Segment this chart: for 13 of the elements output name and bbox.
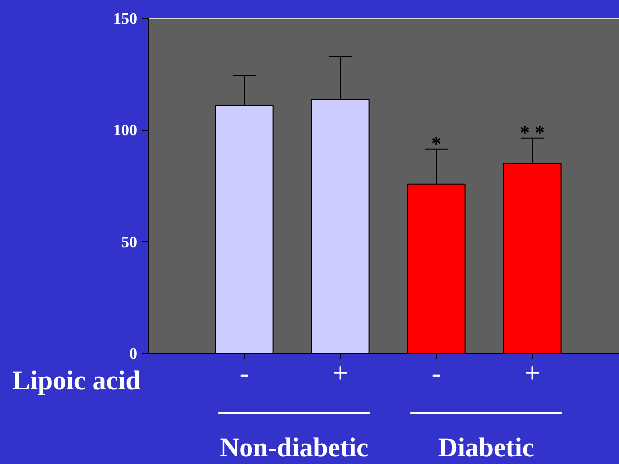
x-tick-label: + [524, 358, 540, 390]
data-label: * * [520, 122, 545, 144]
y-tick-label: 50 [122, 234, 138, 252]
data-label: * [432, 133, 442, 156]
text: Diabetic [438, 432, 534, 462]
y-tick-label: 100 [114, 122, 138, 140]
y-tick-label: 0 [130, 346, 138, 363]
text: Non-diabetic [220, 432, 369, 462]
x-tick-label: + [332, 358, 348, 390]
x-tick-label: - [432, 358, 442, 390]
x-axis-title: Lipoic acid [12, 366, 141, 396]
y-tick-label: 150 [114, 11, 138, 28]
x-tick-label: - [240, 358, 250, 390]
